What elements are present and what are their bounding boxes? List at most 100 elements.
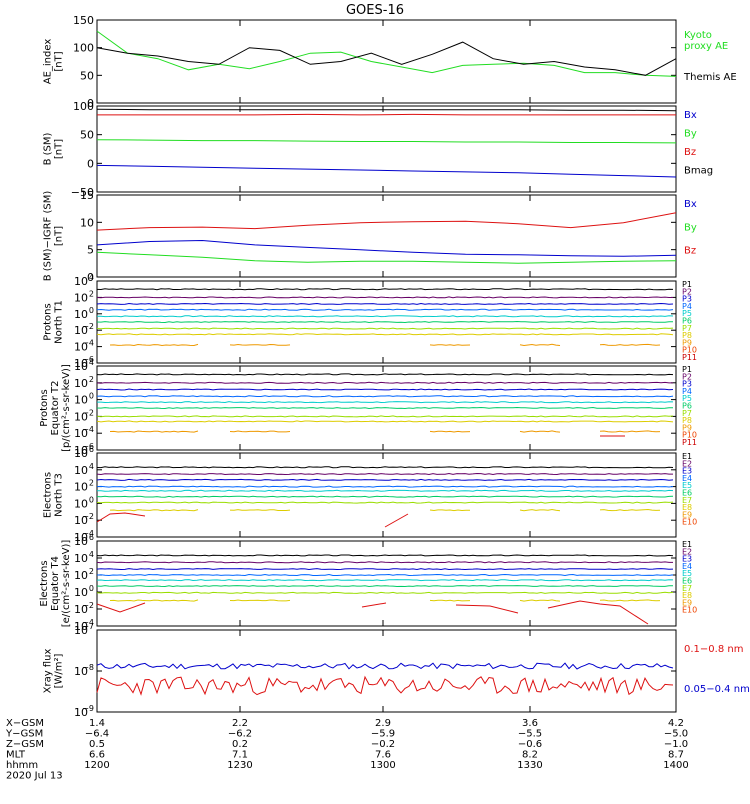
legend-entry: P10 xyxy=(682,346,697,355)
legend-entry: P3 xyxy=(682,295,692,304)
x-row-label: Z−GSM xyxy=(6,739,44,750)
series-e9 xyxy=(361,602,387,608)
series-p9 xyxy=(599,343,661,346)
x-col-value: −5.9 xyxy=(371,729,395,740)
y-tick-label: 100 xyxy=(73,42,94,55)
legend-entry: E10 xyxy=(682,518,697,527)
series-p9 xyxy=(109,430,199,433)
y-tick-exponent: 0 xyxy=(89,495,94,504)
legend-entry: E2 xyxy=(682,459,692,468)
y-tick-exponent: −4 xyxy=(82,425,94,434)
y-tick-label: 10 xyxy=(80,216,94,229)
x-col-value: −1.0 xyxy=(664,739,688,750)
legend-entry: P11 xyxy=(682,438,697,447)
legend-entry: 0.05−0.4 nm xyxy=(684,684,750,695)
series-bz xyxy=(97,113,676,116)
y-tick-exponent: 4 xyxy=(89,273,94,282)
y-tick-label: 100 xyxy=(73,100,94,113)
series-e8 xyxy=(599,599,661,602)
panel-frame xyxy=(96,452,677,538)
y-tick-label: 0 xyxy=(87,157,94,170)
legend-entry: E7 xyxy=(682,496,692,505)
y-tick-exponent: −8 xyxy=(82,663,94,672)
legend-entry: E9 xyxy=(682,598,692,607)
x-row-label: Y−GSM xyxy=(5,729,43,740)
y-tick-label: 10 xyxy=(74,394,88,407)
y-tick-exponent: −9 xyxy=(82,704,94,713)
x-col-value: 0.2 xyxy=(232,739,248,750)
legend-entry: P1 xyxy=(682,280,692,289)
logflux-series-3 xyxy=(96,288,674,347)
y-axis-label: B (SM) xyxy=(43,132,54,165)
x-col-value: 1200 xyxy=(84,760,109,771)
y-tick-exponent: 2 xyxy=(89,375,94,384)
x-col-value: 2.9 xyxy=(375,718,391,729)
series-p9 xyxy=(229,430,291,433)
series-p4 xyxy=(96,308,674,311)
series-e8 xyxy=(519,599,561,602)
series-e8 xyxy=(229,509,291,511)
y-tick-label: 0 xyxy=(87,97,94,110)
x-col-value: 7.1 xyxy=(232,750,248,761)
y-tick-exponent: 6 xyxy=(89,533,94,542)
y-axis-label: Protons xyxy=(43,303,54,340)
y-axis-label: [nT] xyxy=(54,139,65,159)
series-e7 xyxy=(96,591,674,594)
panel-bigrf: 15 10 5 0 B (SM)−IGRF (SM) [nT] Bx By Bz xyxy=(43,189,697,284)
y-tick-exponent: −2 xyxy=(82,601,94,610)
x-row-label: 2020 Jul 13 xyxy=(6,771,63,782)
x-col-value: 8.7 xyxy=(668,750,684,761)
series-by xyxy=(96,139,677,144)
y-tick-label: 10 xyxy=(74,535,88,548)
legend-entry: P5 xyxy=(682,394,692,403)
series-e8 xyxy=(229,599,291,602)
series-p9 xyxy=(229,343,291,346)
y-axis-label: [e/(cm²-s-sr-keV)] xyxy=(61,540,72,628)
series-p9 xyxy=(429,344,471,346)
y-tick-label: 150 xyxy=(73,14,94,27)
y-axis-label: [p/(cm²-s-sr-keV)] xyxy=(61,364,72,452)
legend-entry: E10 xyxy=(682,606,697,615)
y-tick-label: 10 xyxy=(74,624,88,637)
x-col-value: 1.4 xyxy=(89,718,105,729)
y-tick-label: 0 xyxy=(87,271,94,284)
panel-frame xyxy=(96,19,677,104)
series-e3 xyxy=(96,478,674,481)
logflux-series-5 xyxy=(96,466,674,512)
y-tick-exponent: 6 xyxy=(89,445,94,454)
legend-entry: P7 xyxy=(682,324,692,333)
series-e9 xyxy=(384,513,409,528)
x-col-value: −6.4 xyxy=(85,729,109,740)
y-axis-label: North T1 xyxy=(54,300,65,344)
series-p1 xyxy=(96,288,674,291)
series-bmag xyxy=(96,108,677,112)
legend-entry: P1 xyxy=(682,365,692,374)
y-axis-label: B (SM)−IGRF (SM) xyxy=(43,191,54,282)
legend-entry: E1 xyxy=(682,540,692,549)
series-p8 xyxy=(96,420,674,423)
series-p4 xyxy=(96,395,674,398)
y-tick-label: 10 xyxy=(74,324,88,337)
legend-entry: Kyoto xyxy=(684,30,712,41)
y-axis-label: North T3 xyxy=(54,473,65,517)
legend-entry: E7 xyxy=(682,584,692,593)
y-tick-label: 15 xyxy=(80,189,94,202)
y-tick-exponent: 2 xyxy=(89,289,94,298)
y-tick-exponent: 0 xyxy=(89,392,94,401)
legend-entry: E3 xyxy=(682,555,692,564)
series-kyoto-proxy-ae xyxy=(96,30,677,77)
legend-entry: E8 xyxy=(682,503,692,512)
y-tick-label: 10 xyxy=(74,603,88,616)
y-tick-label: 10 xyxy=(74,308,88,321)
x-col-value: −0.2 xyxy=(371,739,395,750)
legend-entry: P8 xyxy=(682,416,692,425)
y-tick-label: 10 xyxy=(74,481,88,494)
series-e5 xyxy=(96,579,674,582)
y-tick-exponent: 4 xyxy=(89,462,94,471)
x-col-value: 3.6 xyxy=(522,718,538,729)
legend-entry: P7 xyxy=(682,409,692,418)
series-e9 xyxy=(547,600,649,625)
